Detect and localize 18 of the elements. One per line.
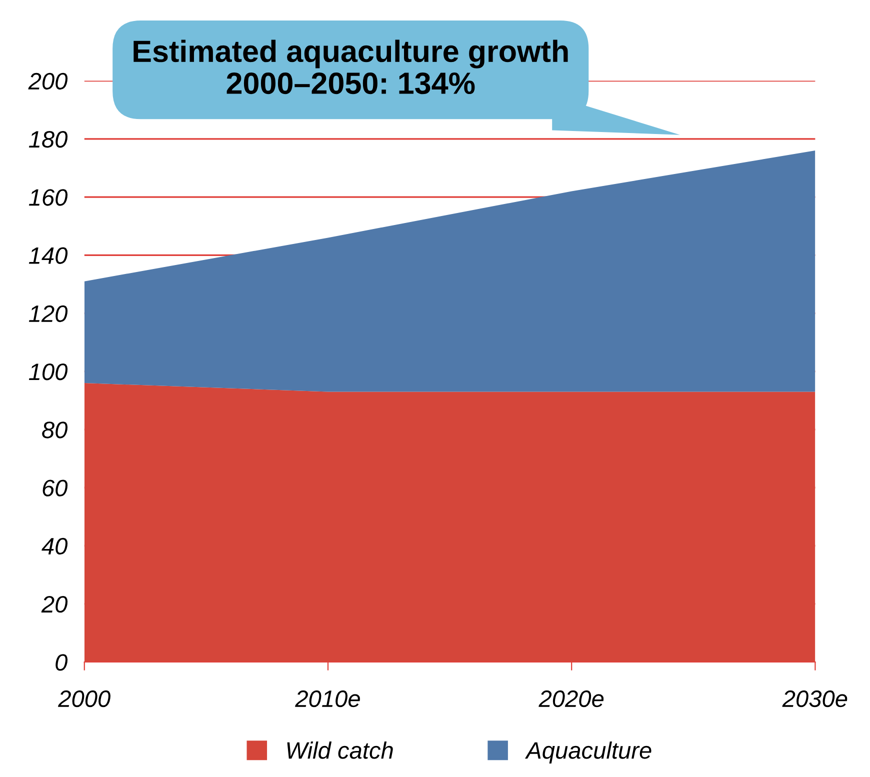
y-tick-label: 40 [42,538,68,555]
y-tick-label: 0 [56,654,68,671]
x-tick-label: 2030e [782,690,848,708]
legend-label: Aquaculture [524,742,652,764]
x-tick-label: 2020e [538,690,604,708]
y-tick-label: 20 [41,596,68,613]
x-tick-label: 2010e [295,690,360,708]
y-tick-label: 200 [28,72,68,90]
x-tick-label: 2000 [58,690,110,708]
y-tick-label: 100 [28,363,68,380]
y-tick-label: 160 [28,189,68,206]
y-tick-label: 180 [28,130,68,148]
y-tick-label: 80 [42,422,68,438]
annotation: Estimated aquaculture growth 2000–2050: 134% [134,40,568,94]
y-tick-label: 140 [28,247,68,264]
legend-label: Wild catch [287,742,393,759]
y-tick-label: 60 [42,480,68,496]
y-tick-label: 120 [28,305,68,322]
